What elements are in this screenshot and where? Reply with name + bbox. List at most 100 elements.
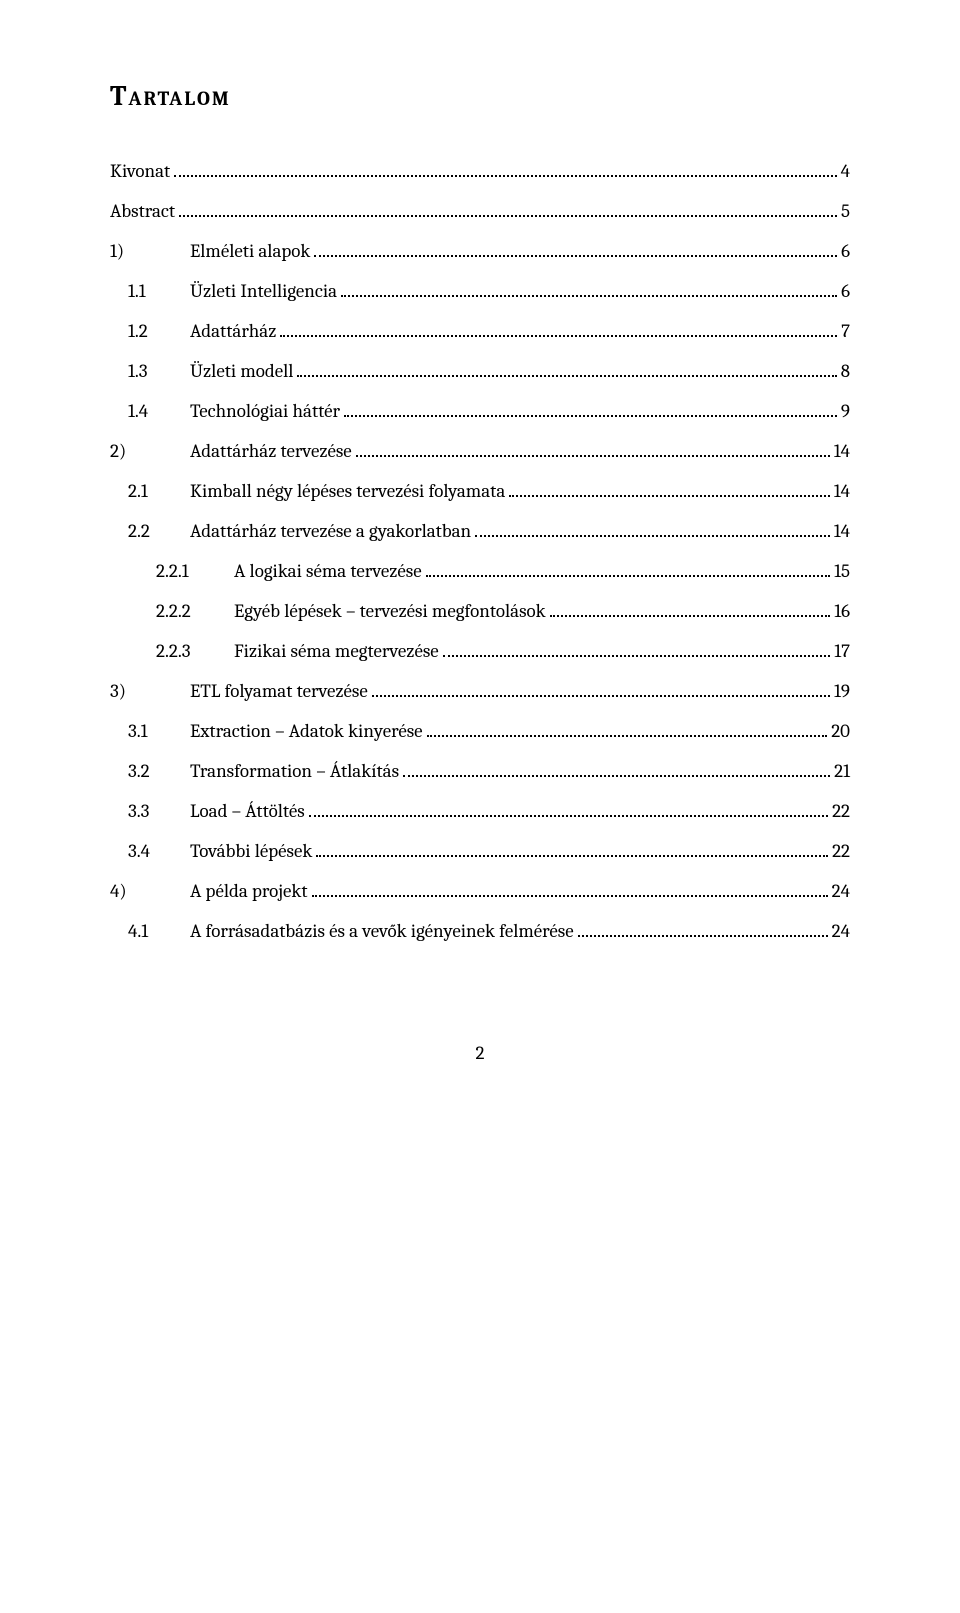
toc-entry-page: 14 <box>834 480 850 502</box>
toc-entry: 3.4 További lépések 22 <box>110 840 850 862</box>
page-title: Tartalom <box>110 80 850 112</box>
toc-entry: 2.2.3 Fizikai séma megtervezése 17 <box>110 640 850 662</box>
toc-leader-dots <box>578 922 828 937</box>
toc-entry-text: Adattárház <box>190 320 276 342</box>
toc-entry: 1) Elméleti alapok 6 <box>110 240 850 262</box>
toc-entry-page: 17 <box>834 640 850 662</box>
toc-entry-text: Üzleti modell <box>190 360 293 382</box>
toc-entry-text: Elméleti alapok <box>190 240 310 262</box>
toc-entry-text: A logikai séma tervezése <box>234 560 422 582</box>
toc-entry-page: 19 <box>834 680 850 702</box>
toc-entry: 4) A példa projekt 24 <box>110 880 850 902</box>
toc-entry: Kivonat 4 <box>110 160 850 182</box>
toc-entry-number: 4) <box>110 880 156 902</box>
toc-entry: 3.3 Load – Áttöltés 22 <box>110 800 850 822</box>
toc-leader-dots <box>174 162 836 177</box>
toc-entry: 4.1 A forrásadatbázis és a vevők igényein… <box>110 920 850 942</box>
toc-entry-text: Üzleti Intelligencia <box>190 280 337 302</box>
toc-entry-text: Abstract <box>110 200 175 222</box>
toc-entry-number: 4.1 <box>110 920 174 942</box>
toc-entry: 1.3 Üzleti modell 8 <box>110 360 850 382</box>
toc-entry-text: További lépések <box>190 840 312 862</box>
toc-entry-number: 3.2 <box>110 760 174 782</box>
toc-entry-page: 16 <box>834 600 850 622</box>
toc-entry: 3.1 Extraction – Adatok kinyerése 20 <box>110 720 850 742</box>
toc-entry: 2.2.2 Egyéb lépések – tervezési megfontol… <box>110 600 850 622</box>
toc-entry-number: 2.2.3 <box>110 640 218 662</box>
toc-entry-page: 6 <box>841 240 850 262</box>
toc-entry: 2.2 Adattárház tervezése a gyakorlatban 14 <box>110 520 850 542</box>
toc-entry-page: 24 <box>832 880 850 902</box>
toc-entry-text: Egyéb lépések – tervezési megfontolások <box>234 600 546 622</box>
toc-leader-dots <box>297 362 836 377</box>
toc-entry-number: 1.3 <box>110 360 174 382</box>
toc-entry-number: 1.4 <box>110 400 174 422</box>
toc-leader-dots <box>475 522 830 537</box>
toc-entry-number: 1) <box>110 240 156 262</box>
toc-entry-text: ETL folyamat tervezése <box>190 680 368 702</box>
toc-entry-page: 14 <box>834 520 850 542</box>
toc-entry-number: 1.2 <box>110 320 174 342</box>
toc-entry-number: 3.1 <box>110 720 174 742</box>
toc-leader-dots <box>179 202 837 217</box>
toc-leader-dots <box>314 242 837 257</box>
toc-entry-number: 3) <box>110 680 156 702</box>
toc-entry: 1.2 Adattárház 7 <box>110 320 850 342</box>
toc-entry: 2)Adattárház tervezése14 <box>110 440 850 462</box>
toc-entry-page: 24 <box>832 920 850 942</box>
toc-entry-number: 1.1 <box>110 280 174 302</box>
toc-entry-text: Fizikai séma megtervezése <box>234 640 439 662</box>
toc-leader-dots <box>427 722 828 737</box>
toc-entry-page: 9 <box>841 400 850 422</box>
toc-entry-page: 6 <box>841 280 850 302</box>
toc-entry-page: 15 <box>834 560 850 582</box>
toc-entry-number: 2.2.1 <box>110 560 218 582</box>
toc-entry-text: Extraction – Adatok kinyerése <box>190 720 423 742</box>
toc-entry-page: 22 <box>832 840 850 862</box>
toc-leader-dots <box>344 402 837 417</box>
toc-leader-dots <box>280 322 837 337</box>
toc-entry-number: 2.2 <box>110 520 174 542</box>
toc-leader-dots <box>426 562 831 577</box>
toc-entry-text: Adattárház tervezése <box>190 440 352 462</box>
toc-entry-number: 2.1 <box>110 480 174 502</box>
toc-entry-number: 2.2.2 <box>110 600 218 622</box>
toc-leader-dots <box>443 642 831 657</box>
toc-entry-text: Transformation – Átlakítás <box>190 760 399 782</box>
toc-leader-dots <box>356 442 830 457</box>
toc-entry-text: Kivonat <box>110 160 170 182</box>
toc-entry: Abstract 5 <box>110 200 850 222</box>
toc-entry-text: Technológiai háttér <box>190 400 340 422</box>
toc-leader-dots <box>403 762 830 777</box>
toc-entry-number: 3.3 <box>110 800 174 822</box>
toc-leader-dots <box>309 802 828 817</box>
toc-leader-dots <box>550 602 831 617</box>
toc-entry-text: A forrásadatbázis és a vevők igényeinek … <box>190 920 574 942</box>
toc-entry: 1.1 Üzleti Intelligencia 6 <box>110 280 850 302</box>
toc-entry-page: 4 <box>841 160 850 182</box>
toc-entry-page: 8 <box>841 360 850 382</box>
toc-entry: 2.2.1 A logikai séma tervezése 15 <box>110 560 850 582</box>
toc-entry: 3) ETL folyamat tervezése 19 <box>110 680 850 702</box>
toc-entry-text: A példa projekt <box>190 880 308 902</box>
toc-leader-dots <box>312 882 828 897</box>
toc-entry: 3.2 Transformation – Átlakítás 21 <box>110 760 850 782</box>
toc-entry: 1.4 Technológiai háttér 9 <box>110 400 850 422</box>
toc-entry-page: 21 <box>834 760 850 782</box>
toc-entry-text: Kimball négy lépéses tervezési folyamata <box>190 480 505 502</box>
toc-entry-page: 20 <box>831 720 850 742</box>
toc-entry-page: 22 <box>832 800 850 822</box>
toc-entry-page: 7 <box>841 320 850 342</box>
table-of-contents: Kivonat 4 Abstract 5 1) Elméleti alapok 6 1.1 Üz… <box>110 160 850 942</box>
toc-leader-dots <box>341 282 837 297</box>
toc-leader-dots <box>316 842 828 857</box>
toc-entry-number: 3.4 <box>110 840 174 862</box>
toc-entry: 2.1 Kimball négy lépéses tervezési folyam… <box>110 480 850 502</box>
toc-entry-text: Adattárház tervezése a gyakorlatban <box>190 520 471 542</box>
toc-leader-dots <box>509 482 829 497</box>
page-number: 2 <box>110 1042 850 1064</box>
toc-entry-page: 5 <box>841 200 850 222</box>
toc-leader-dots <box>372 682 830 697</box>
toc-entry-text: Load – Áttöltés <box>190 800 305 822</box>
toc-entry-number: 2) <box>110 440 156 462</box>
